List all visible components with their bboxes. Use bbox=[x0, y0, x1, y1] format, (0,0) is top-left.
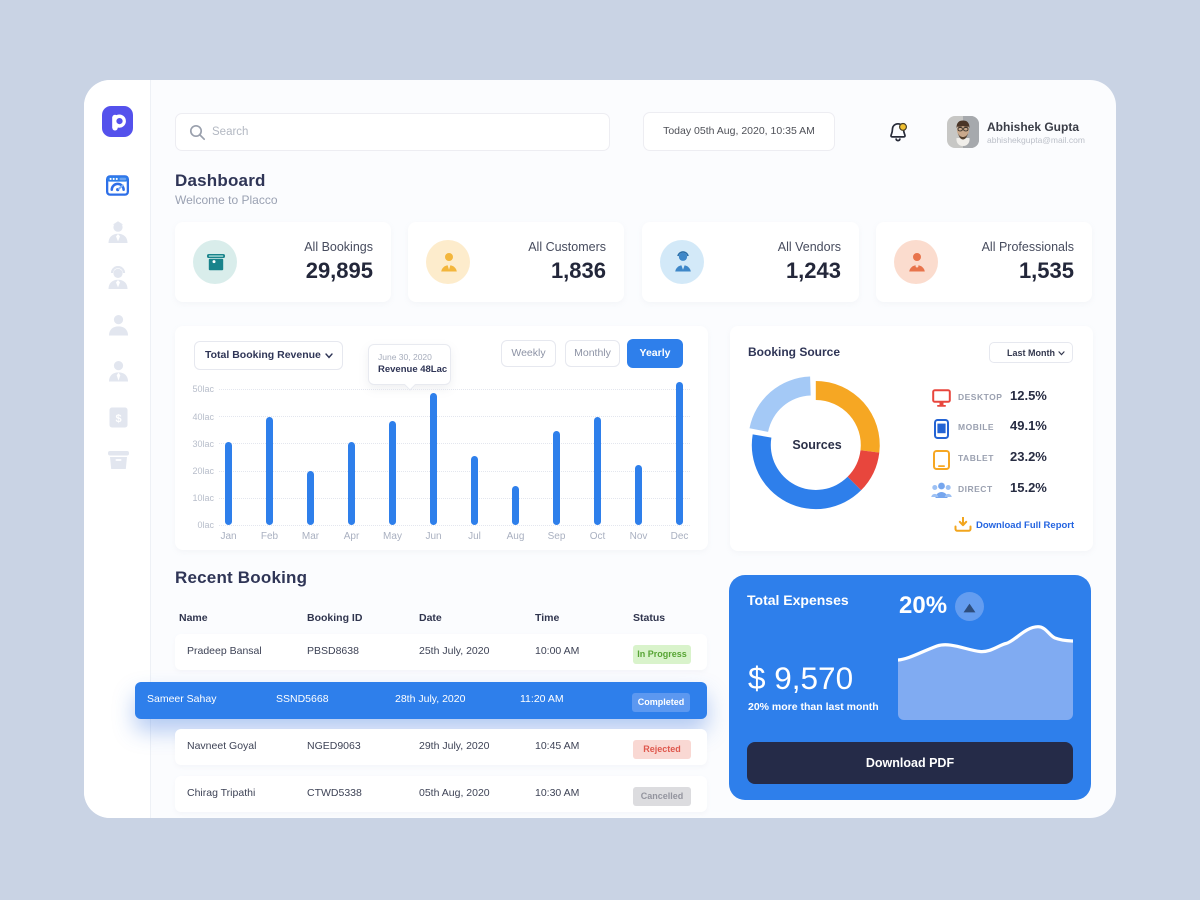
svg-text:Sources: Sources bbox=[792, 438, 841, 452]
svg-text:$: $ bbox=[115, 413, 121, 425]
